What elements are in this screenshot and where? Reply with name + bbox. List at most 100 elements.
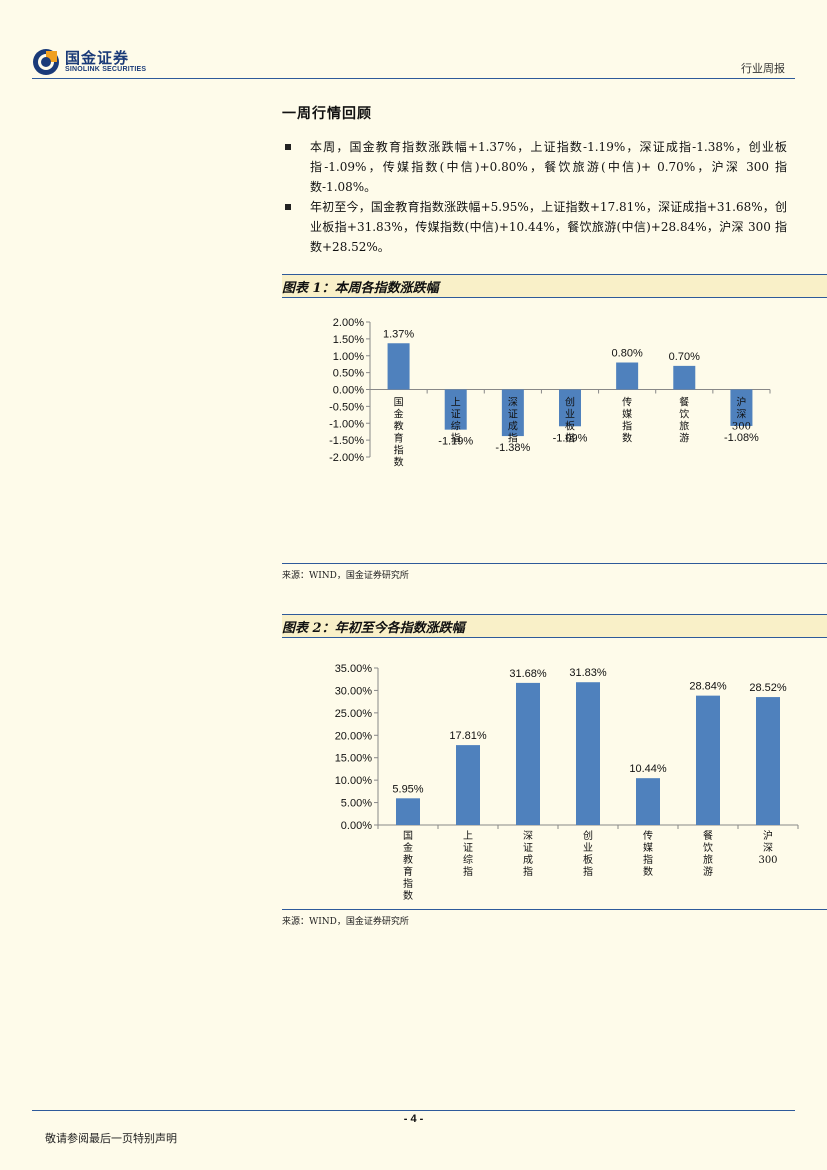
category-label-char: 指 xyxy=(508,432,518,445)
figure-2-bottom-rule xyxy=(282,909,827,910)
category-label: 沪深 300 xyxy=(732,396,751,433)
category-label-char: 证 xyxy=(451,409,461,421)
weekly-change-chart: 2.00% 1.50% 1.00% 0.50% 0.00% -0.50% -1.00% -1.… xyxy=(329,317,771,469)
y-tick-label: 5.00% xyxy=(341,798,372,810)
bar xyxy=(396,798,420,825)
y-tick-label: -2.00% xyxy=(329,452,364,464)
category-label-char: 旅 xyxy=(679,420,689,433)
y-tick-label: 1.50% xyxy=(333,334,364,346)
y-tick-label: 1.00% xyxy=(333,351,364,363)
header-divider xyxy=(32,78,795,79)
category-label-char: 沪 xyxy=(736,396,746,409)
y-tick-label: 20.00% xyxy=(335,730,373,742)
category-label-char: 数 xyxy=(622,432,632,445)
y-tick-label: -1.50% xyxy=(329,435,364,447)
category-label-char: 指 xyxy=(643,853,653,866)
bar xyxy=(673,365,696,390)
category-label: 创业板指 xyxy=(565,396,575,445)
data-label: 31.83% xyxy=(569,667,607,679)
category-label-char: 教 xyxy=(394,420,404,433)
data-label: 10.44% xyxy=(629,763,667,775)
category-label-char: 综 xyxy=(451,420,461,433)
bar xyxy=(696,695,720,825)
data-label: 0.80% xyxy=(612,348,643,360)
category-label-char: 300 xyxy=(732,422,751,433)
category-label: 传媒指数 xyxy=(622,397,632,445)
category-label-char: 综 xyxy=(463,853,473,866)
category-label-char: 国 xyxy=(394,397,404,409)
category-label-char: 指 xyxy=(463,865,473,878)
bar xyxy=(456,745,480,825)
category-label-char: 指 xyxy=(451,432,461,445)
logo-chinese-name: 国金证券 xyxy=(65,49,130,67)
category-label-char: 上 xyxy=(463,830,473,842)
category-label-char: 指 xyxy=(583,865,593,878)
category-label-char: 育 xyxy=(394,432,404,445)
category-label-char: 教 xyxy=(403,853,413,866)
category-label: 深证成指 xyxy=(508,397,518,445)
y-tick-label: -0.50% xyxy=(329,401,364,413)
category-label-char: 传 xyxy=(622,397,632,409)
category-label-char: 旅 xyxy=(703,853,713,866)
bar xyxy=(516,682,540,825)
section-title: 一周行情回顾 xyxy=(282,106,372,122)
category-label-char: 金 xyxy=(403,841,413,854)
bullet-square-icon xyxy=(285,204,291,210)
data-label: 1.37% xyxy=(383,328,414,340)
category-label: 传媒指数 xyxy=(643,830,653,878)
sinolink-logo-icon xyxy=(33,49,59,75)
category-label: 深证成指 xyxy=(523,830,533,878)
category-label-char: 传 xyxy=(643,830,653,842)
data-label: -1.38% xyxy=(495,442,530,454)
y-tick-label: 0.00% xyxy=(333,385,364,397)
figure-2-source: 来源：WIND，国金证券研究所 xyxy=(282,917,409,927)
data-label: -1.19% xyxy=(438,436,473,448)
figure-2-title: 图表 2：年初至今各指数涨跌幅 xyxy=(282,621,465,636)
bar xyxy=(559,389,581,427)
figure-1-title-bar: 图表 1：本周各指数涨跌幅 xyxy=(282,274,827,298)
y-tick-label: 10.00% xyxy=(335,775,373,787)
category-label: 上证综指 xyxy=(463,830,473,878)
category-label: 餐饮旅游 xyxy=(703,829,713,878)
y-tick-label: 0.00% xyxy=(341,820,372,832)
bullet-item-week: 本周，国金教育指数涨跌幅+1.37%，上证指数-1.19%，深证成指-1.38%… xyxy=(282,137,787,197)
category-label-char: 指 xyxy=(523,865,533,878)
category-label-char: 300 xyxy=(758,855,777,866)
category-label-char: 指 xyxy=(622,420,632,433)
category-label-char: 指 xyxy=(394,444,404,457)
category-label-char: 餐 xyxy=(679,396,689,409)
y-tick-label: 35.00% xyxy=(335,663,373,675)
category-label: 沪深 300 xyxy=(758,829,777,866)
figure-1-source: 来源：WIND，国金证券研究所 xyxy=(282,571,409,581)
category-label-char: 游 xyxy=(703,865,713,878)
category-label: 创业板指 xyxy=(583,829,593,878)
category-label-char: 上 xyxy=(451,397,461,409)
bar xyxy=(756,697,780,825)
bullet-text: 年初至今，国金教育指数涨跌幅+5.95%，上证指数+17.81%，深证成指+31… xyxy=(310,200,787,254)
category-label-char: 数 xyxy=(643,865,653,878)
data-label: 28.52% xyxy=(749,682,787,694)
category-label-char: 成 xyxy=(508,421,518,433)
category-label-char: 深 xyxy=(523,830,533,842)
category-label-char: 板 xyxy=(583,853,593,866)
bullet-list: 本周，国金教育指数涨跌幅+1.37%，上证指数-1.19%，深证成指-1.38%… xyxy=(282,137,787,257)
y-tick-label: -1.00% xyxy=(329,418,364,430)
footer-divider xyxy=(32,1110,795,1111)
category-label-char: 指 xyxy=(565,432,575,445)
footer-disclaimer: 敬请参阅最后一页特别声明 xyxy=(45,1132,177,1145)
data-label: -1.08% xyxy=(724,432,759,444)
category-label-char: 饮 xyxy=(679,408,689,421)
category-label-char: 媒 xyxy=(643,842,653,854)
figure-1-bottom-rule xyxy=(282,563,827,564)
category-label-char: 业 xyxy=(583,842,593,854)
category-label-char: 数 xyxy=(403,889,413,902)
bar xyxy=(616,362,639,390)
report-type-label: 行业周报 xyxy=(741,62,785,75)
y-tick-label: 15.00% xyxy=(335,753,373,765)
category-label-char: 板 xyxy=(565,420,575,433)
category-label: 餐饮旅游 xyxy=(679,396,689,445)
category-label: 上证综指 xyxy=(451,397,461,445)
y-tick-label: 25.00% xyxy=(335,708,373,720)
category-label-char: 创 xyxy=(565,396,575,409)
bar xyxy=(636,778,660,825)
